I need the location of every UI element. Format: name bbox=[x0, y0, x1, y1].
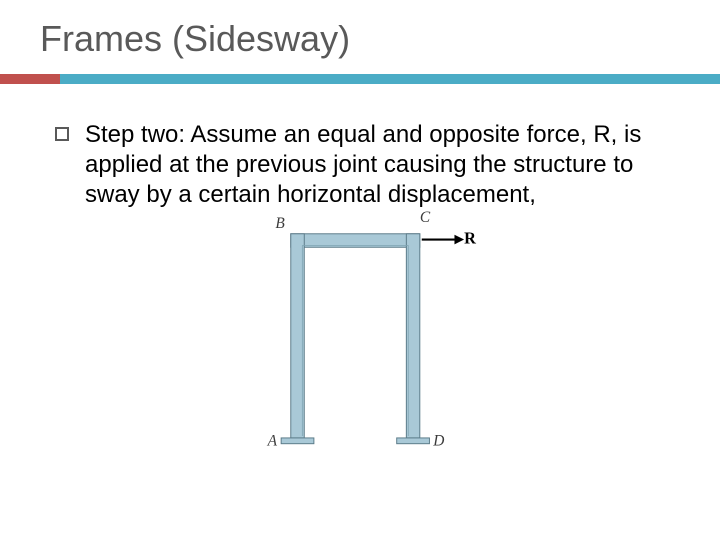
force-arrow-head bbox=[454, 235, 464, 245]
label-c: C bbox=[419, 209, 430, 226]
label-a: A bbox=[266, 433, 277, 450]
rule-accent-red bbox=[0, 74, 60, 84]
baseplate-left bbox=[281, 438, 314, 444]
bullet-square-icon bbox=[55, 127, 69, 141]
label-d: D bbox=[432, 433, 444, 450]
baseplate-right bbox=[396, 438, 429, 444]
content-area: Step two: Assume an equal and opposite f… bbox=[0, 84, 720, 472]
label-b: B bbox=[275, 215, 285, 232]
slide-title: Frames (Sidesway) bbox=[0, 18, 720, 68]
title-rule bbox=[0, 74, 720, 84]
frame-diagram: A B C D R bbox=[233, 192, 493, 472]
rule-accent-teal bbox=[60, 74, 720, 84]
label-r: R bbox=[464, 228, 476, 247]
diagram-container: A B C D R bbox=[55, 192, 670, 472]
slide: Frames (Sidesway) Step two: Assume an eq… bbox=[0, 0, 720, 540]
